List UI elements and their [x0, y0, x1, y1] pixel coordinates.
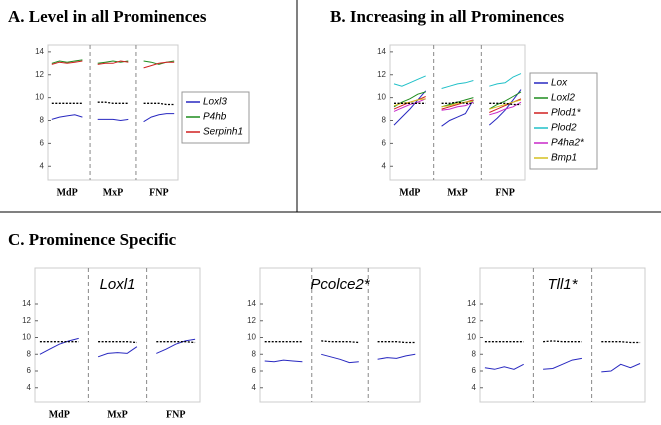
series-line [51, 113, 175, 123]
y-tick-label: 8 [382, 116, 387, 125]
series-line [394, 101, 521, 106]
y-tick-label: 12 [22, 316, 31, 325]
x-tick-label: MdP [49, 409, 70, 420]
y-tick-label: 4 [27, 383, 32, 392]
x-tick-label: MdP [57, 187, 78, 198]
chart-title: A. Level in all Prominences [8, 7, 207, 26]
y-tick-label: 6 [252, 366, 257, 375]
y-tick-label: 4 [472, 383, 477, 392]
series-line [264, 353, 416, 364]
x-tick-label: FNP [149, 187, 168, 198]
y-tick-label: 8 [472, 349, 477, 358]
x-tick-label: MxP [447, 187, 468, 198]
plot-area [34, 267, 201, 403]
legend-label: Loxl3 [203, 97, 227, 108]
y-tick-label: 6 [472, 366, 477, 375]
x-tick-label: MxP [103, 187, 124, 198]
chart-title: Loxl1 [100, 276, 136, 293]
legend-label: Loxl2 [551, 93, 575, 104]
section-heading: C. Prominence Specific [8, 230, 177, 249]
series-line [393, 89, 522, 127]
series-line [51, 101, 175, 106]
legend-label: P4hb [203, 112, 227, 123]
plot-area [259, 267, 421, 403]
y-tick-label: 14 [22, 299, 31, 308]
y-tick-label: 14 [35, 47, 44, 56]
series-line [393, 98, 522, 110]
x-tick-label: FNP [166, 409, 185, 420]
y-tick-label: 14 [247, 299, 256, 308]
y-tick-label: 14 [467, 299, 476, 308]
legend-label: Plod2 [551, 123, 577, 134]
legend-label: P4ha2* [551, 138, 585, 149]
y-tick-label: 10 [247, 333, 256, 342]
y-tick-label: 6 [382, 138, 387, 147]
legend-box [529, 72, 598, 170]
y-tick-label: 10 [377, 93, 386, 102]
y-tick-label: 4 [40, 161, 45, 170]
series-line [484, 357, 641, 373]
y-tick-label: 14 [377, 47, 386, 56]
series-line [393, 98, 522, 116]
chart-title: B. Increasing in all Prominences [330, 7, 564, 26]
y-tick-label: 10 [35, 93, 44, 102]
series-line [51, 60, 175, 69]
chart-title: Pcolce2* [310, 276, 370, 293]
series-line [264, 340, 416, 344]
series-line [393, 73, 522, 89]
chart-title: Tll1* [547, 276, 578, 293]
y-tick-label: 10 [22, 333, 31, 342]
legend-label: Lox [551, 78, 568, 89]
y-tick-label: 8 [27, 349, 32, 358]
series-line [484, 340, 641, 344]
plot-area [389, 44, 526, 181]
y-tick-label: 12 [467, 316, 476, 325]
y-tick-label: 8 [252, 349, 257, 358]
x-tick-label: MdP [399, 187, 420, 198]
series-line [39, 337, 196, 358]
series-line [39, 341, 196, 344]
y-tick-label: 4 [252, 383, 257, 392]
x-tick-label: FNP [495, 187, 514, 198]
legend-label: Plod1* [551, 108, 582, 119]
y-tick-label: 8 [40, 116, 45, 125]
legend-label: Bmp1 [551, 153, 577, 164]
legend-label: Serpinh1 [203, 127, 243, 138]
y-tick-label: 12 [377, 70, 386, 79]
y-tick-label: 4 [382, 161, 387, 170]
y-tick-label: 6 [40, 138, 45, 147]
y-tick-label: 6 [27, 366, 32, 375]
y-tick-label: 12 [247, 316, 256, 325]
y-tick-label: 10 [467, 333, 476, 342]
plot-area [47, 44, 179, 181]
plot-area [479, 267, 646, 403]
y-tick-label: 12 [35, 70, 44, 79]
x-tick-label: MxP [107, 409, 128, 420]
